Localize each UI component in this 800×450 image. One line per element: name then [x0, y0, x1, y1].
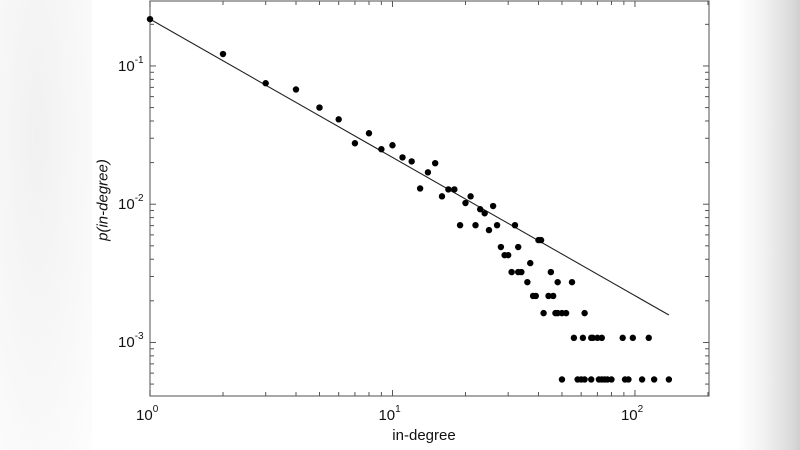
data-point [570, 334, 578, 342]
data-point [504, 251, 512, 259]
data-point [579, 334, 587, 342]
data-point [389, 142, 396, 149]
data-point [625, 376, 632, 383]
data-point [568, 278, 576, 286]
data-point [608, 376, 615, 383]
data-point [588, 376, 595, 383]
data-point [438, 193, 446, 200]
x-tick-label: 100 [136, 404, 159, 424]
data-point [365, 130, 373, 137]
data-point [335, 116, 342, 123]
data-point [508, 268, 515, 276]
data-point [562, 309, 570, 317]
data-point [481, 210, 488, 217]
data-point [431, 159, 439, 167]
data-point [219, 50, 227, 58]
data-point [445, 186, 452, 193]
y-axis-label: p(in-degree) [94, 159, 112, 241]
data-point [146, 15, 154, 23]
data-point [472, 221, 479, 229]
y-tick-label: 10-1 [118, 54, 144, 75]
x-axis-label: in-degree [392, 427, 456, 444]
data-point [424, 169, 432, 176]
data-point [399, 154, 406, 161]
data-point [408, 158, 415, 165]
data-point [351, 140, 359, 147]
axes-frame [149, 0, 710, 397]
data-point [547, 268, 555, 276]
data-point [581, 376, 588, 383]
data-point [532, 292, 540, 300]
data-point [497, 243, 505, 251]
fit-line [149, 18, 670, 316]
data-point [416, 185, 424, 192]
data-point [650, 376, 658, 383]
data-point [540, 309, 547, 317]
y-tick-label: 10-2 [118, 193, 144, 214]
data-point [451, 186, 458, 193]
data-point [489, 202, 497, 210]
data-point [581, 309, 588, 317]
y-tick-label: 10-3 [118, 331, 144, 352]
data-point [262, 80, 269, 87]
data-point [638, 376, 646, 383]
background-right-shade [738, 0, 800, 450]
y-ticks [150, 23, 709, 385]
background-left-shade [0, 0, 92, 450]
data-point [292, 86, 300, 93]
data-point [549, 292, 557, 300]
data-point [524, 278, 531, 286]
data-point [316, 104, 323, 111]
data-point [467, 193, 474, 200]
x-tick-label: 102 [620, 404, 644, 424]
data-point [518, 268, 525, 276]
data-point [537, 236, 545, 244]
data-point [554, 278, 561, 286]
data-point [545, 292, 552, 300]
data-point [493, 221, 501, 229]
data-point [511, 221, 519, 229]
data-point [485, 226, 493, 234]
data-point [589, 334, 596, 342]
data-point [665, 376, 673, 383]
data-point [594, 334, 601, 342]
x-ticks [149, 1, 709, 396]
data-point [558, 376, 566, 383]
data-point [378, 145, 385, 153]
data-points [146, 15, 673, 383]
data-point [629, 334, 637, 342]
data-point [462, 199, 469, 207]
data-point [527, 259, 534, 267]
x-tick-label: 101 [378, 404, 401, 424]
data-point [598, 334, 606, 342]
data-point [619, 334, 626, 342]
data-point [515, 243, 522, 251]
data-point [476, 206, 484, 213]
data-point [645, 334, 652, 342]
data-point [456, 221, 464, 229]
